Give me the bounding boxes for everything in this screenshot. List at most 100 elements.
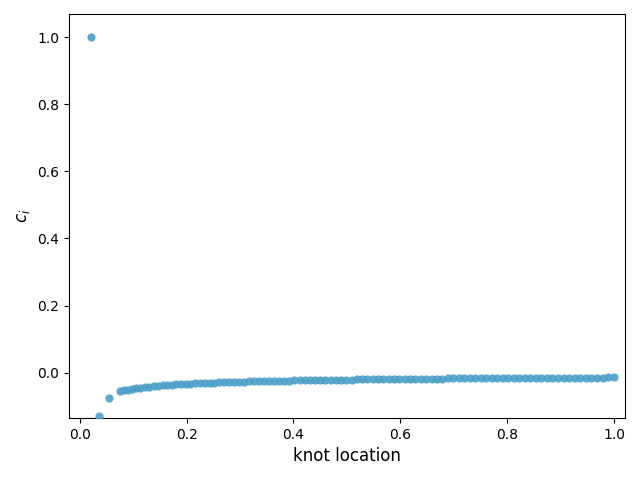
- Point: [284, 376, 294, 384]
- Point: [541, 374, 552, 382]
- Point: [131, 385, 141, 392]
- Point: [570, 374, 580, 381]
- Point: [558, 374, 568, 382]
- Point: [352, 376, 362, 383]
- X-axis label: knot location: knot location: [293, 447, 401, 465]
- Point: [244, 377, 254, 385]
- Point: [448, 375, 458, 382]
- Point: [180, 380, 191, 388]
- Point: [119, 387, 129, 394]
- Point: [127, 385, 137, 393]
- Point: [547, 374, 557, 382]
- Point: [575, 374, 586, 381]
- Point: [123, 386, 133, 393]
- Point: [443, 375, 453, 382]
- Point: [219, 378, 229, 386]
- Point: [564, 374, 574, 381]
- Point: [598, 374, 608, 381]
- Point: [465, 375, 475, 382]
- Point: [104, 394, 115, 401]
- Point: [144, 383, 154, 390]
- Point: [294, 376, 305, 384]
- Point: [224, 378, 234, 386]
- Point: [85, 34, 95, 41]
- Point: [459, 375, 469, 382]
- Point: [373, 376, 383, 383]
- Point: [341, 376, 351, 383]
- Point: [148, 382, 159, 390]
- Point: [305, 376, 315, 384]
- Point: [586, 374, 596, 381]
- Point: [383, 375, 394, 383]
- Point: [239, 378, 249, 386]
- Point: [264, 377, 274, 385]
- Point: [525, 374, 535, 382]
- Point: [200, 379, 210, 387]
- Point: [204, 379, 214, 387]
- Point: [609, 374, 619, 381]
- Point: [580, 374, 591, 381]
- Point: [229, 378, 239, 386]
- Point: [399, 375, 410, 383]
- Point: [432, 375, 442, 382]
- Point: [157, 382, 168, 389]
- Point: [162, 381, 172, 389]
- Point: [362, 376, 372, 383]
- Point: [190, 379, 200, 387]
- Point: [531, 374, 541, 382]
- Point: [331, 376, 341, 384]
- Point: [426, 375, 436, 382]
- Point: [234, 378, 244, 386]
- Point: [259, 377, 269, 385]
- Point: [503, 374, 513, 382]
- Point: [357, 376, 367, 383]
- Point: [269, 377, 279, 385]
- Point: [536, 374, 547, 382]
- Point: [394, 375, 404, 383]
- Point: [253, 377, 264, 385]
- Point: [346, 376, 356, 383]
- Point: [508, 374, 518, 382]
- Point: [410, 375, 420, 383]
- Point: [592, 374, 602, 381]
- Point: [367, 376, 378, 383]
- Point: [249, 377, 259, 385]
- Point: [520, 374, 530, 382]
- Point: [300, 376, 310, 384]
- Point: [136, 384, 146, 391]
- Point: [320, 376, 330, 384]
- Point: [476, 375, 486, 382]
- Point: [378, 375, 388, 383]
- Point: [209, 379, 220, 387]
- Point: [140, 383, 150, 391]
- Point: [486, 374, 497, 382]
- Point: [454, 375, 464, 382]
- Point: [279, 377, 289, 385]
- Point: [315, 376, 325, 384]
- Point: [195, 379, 205, 387]
- Point: [153, 382, 163, 389]
- Point: [492, 374, 502, 382]
- Point: [437, 375, 447, 382]
- Point: [214, 378, 225, 386]
- Point: [185, 380, 195, 388]
- Point: [93, 412, 104, 420]
- Point: [470, 375, 480, 382]
- Point: [166, 381, 177, 388]
- Point: [497, 374, 508, 382]
- Point: [326, 376, 336, 384]
- Y-axis label: $c_i$: $c_i$: [14, 209, 32, 223]
- Point: [176, 380, 186, 388]
- Point: [310, 376, 320, 384]
- Point: [171, 381, 181, 388]
- Point: [481, 375, 491, 382]
- Point: [604, 374, 614, 381]
- Point: [336, 376, 346, 384]
- Point: [405, 375, 415, 383]
- Point: [274, 377, 284, 385]
- Point: [514, 374, 524, 382]
- Point: [115, 388, 125, 395]
- Point: [553, 374, 563, 382]
- Point: [416, 375, 426, 383]
- Point: [389, 375, 399, 383]
